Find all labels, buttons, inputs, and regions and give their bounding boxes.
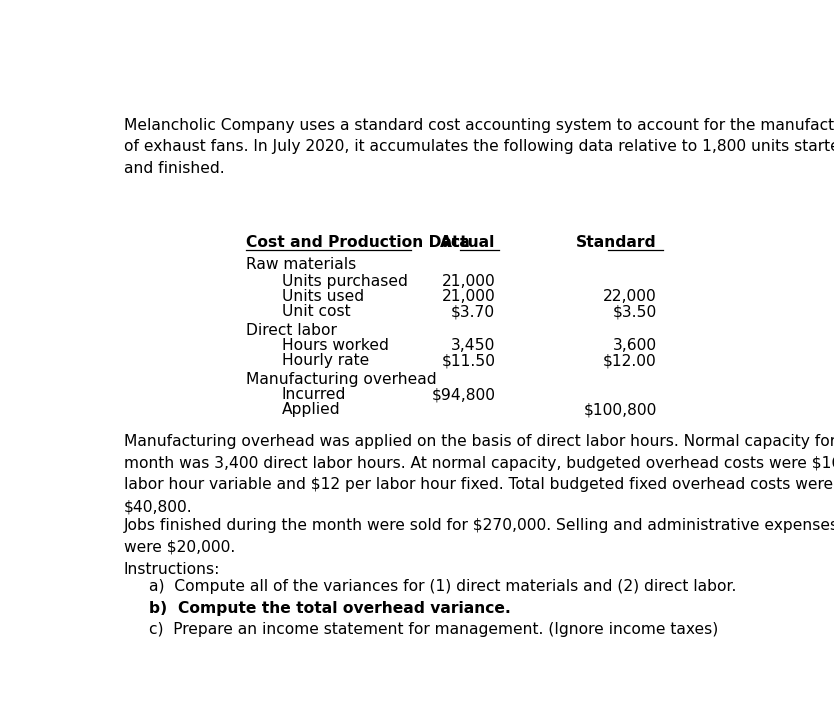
Text: Unit cost: Unit cost — [282, 304, 350, 319]
Text: 22,000: 22,000 — [603, 289, 657, 304]
Text: a)  Compute all of the variances for (1) direct materials and (2) direct labor.: a) Compute all of the variances for (1) … — [149, 579, 737, 594]
Text: Applied: Applied — [282, 402, 340, 418]
Text: Standard: Standard — [576, 235, 657, 250]
Text: Units used: Units used — [282, 289, 364, 304]
Text: 3,450: 3,450 — [451, 338, 495, 353]
Text: Hourly rate: Hourly rate — [282, 353, 369, 368]
Text: Instructions:: Instructions: — [123, 562, 220, 576]
Text: Jobs finished during the month were sold for $270,000. Selling and administrativ: Jobs finished during the month were sold… — [123, 518, 834, 555]
Text: b)  Compute the total overhead variance.: b) Compute the total overhead variance. — [149, 600, 511, 616]
Text: Direct labor: Direct labor — [247, 323, 337, 338]
Text: $11.50: $11.50 — [441, 353, 495, 368]
Text: $3.50: $3.50 — [613, 304, 657, 319]
Text: Melancholic Company uses a standard cost accounting system to account for the ma: Melancholic Company uses a standard cost… — [123, 117, 834, 176]
Text: Cost and Production Data: Cost and Production Data — [247, 235, 470, 250]
Text: 21,000: 21,000 — [441, 274, 495, 289]
Text: $100,800: $100,800 — [584, 402, 657, 418]
Text: Incurred: Incurred — [282, 387, 346, 402]
Text: $94,800: $94,800 — [431, 387, 495, 402]
Text: Manufacturing overhead was applied on the basis of direct labor hours. Normal ca: Manufacturing overhead was applied on th… — [123, 434, 834, 514]
Text: Actual: Actual — [440, 235, 495, 250]
Text: 3,600: 3,600 — [613, 338, 657, 353]
Text: $12.00: $12.00 — [603, 353, 657, 368]
Text: $3.70: $3.70 — [451, 304, 495, 319]
Text: 21,000: 21,000 — [441, 289, 495, 304]
Text: Raw materials: Raw materials — [247, 257, 357, 273]
Text: Hours worked: Hours worked — [282, 338, 389, 353]
Text: Manufacturing overhead: Manufacturing overhead — [247, 372, 437, 386]
Text: c)  Prepare an income statement for management. (Ignore income taxes): c) Prepare an income statement for manag… — [149, 622, 719, 637]
Text: Units purchased: Units purchased — [282, 274, 408, 289]
